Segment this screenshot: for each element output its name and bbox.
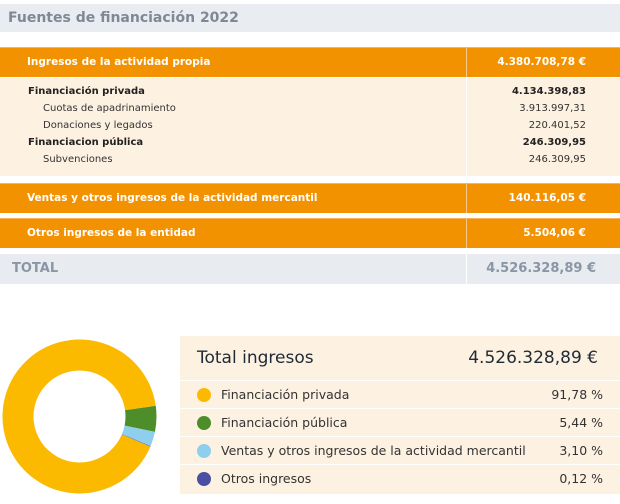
page-title: Fuentes de financiación 2022 bbox=[0, 4, 620, 32]
legend-item-other: Otros ingresos 0,12 % bbox=[180, 466, 620, 493]
sales-value: 140.116,05 € bbox=[508, 192, 586, 204]
legend-percent: 0,12 % bbox=[559, 471, 603, 486]
detail-value: 4.134.398,83 bbox=[511, 86, 586, 97]
column-divider bbox=[466, 48, 467, 77]
sales-label: Ventas y otros ingresos de la actividad … bbox=[27, 192, 318, 204]
legend-label: Financiación privada bbox=[221, 387, 350, 402]
legend-item-sales: Ventas y otros ingresos de la actividad … bbox=[180, 438, 620, 465]
other-income-row: Otros ingresos de la entidad 5.504,06 € bbox=[0, 218, 620, 248]
detail-row: Donaciones y legados 220.401,52 bbox=[0, 120, 620, 137]
donut-slice bbox=[121, 434, 151, 447]
legend-item-public: Financiación pública 5,44 % bbox=[180, 410, 620, 437]
column-divider bbox=[466, 219, 467, 248]
legend-label: Otros ingresos bbox=[221, 471, 312, 486]
column-divider bbox=[466, 78, 467, 176]
other-income-value: 5.504,06 € bbox=[523, 227, 586, 239]
legend-item-private: Financiación privada 91,78 % bbox=[180, 382, 620, 409]
detail-label: Financiacion pública bbox=[28, 137, 144, 148]
legend-label: Financiación pública bbox=[221, 415, 348, 430]
legend-percent: 5,44 % bbox=[559, 415, 603, 430]
detail-value: 246.309,95 bbox=[528, 154, 586, 165]
income-activity-value: 4.380.708,78 € bbox=[497, 56, 586, 68]
income-activity-row: Ingresos de la actividad propia 4.380.70… bbox=[0, 47, 620, 77]
total-label: TOTAL bbox=[12, 261, 59, 276]
detail-row: Subvenciones 246.309,95 bbox=[0, 154, 620, 171]
summary-total: 4.526.328,89 € bbox=[468, 348, 598, 368]
income-activity-label: Ingresos de la actividad propia bbox=[27, 56, 211, 68]
donut-slice bbox=[2, 339, 156, 494]
detail-label: Cuotas de apadrinamiento bbox=[43, 103, 176, 114]
other-income-label: Otros ingresos de la entidad bbox=[27, 227, 196, 239]
legend-label: Ventas y otros ingresos de la actividad … bbox=[221, 443, 526, 458]
column-divider bbox=[466, 254, 467, 284]
legend-swatch bbox=[197, 388, 211, 402]
legend-swatch bbox=[197, 444, 211, 458]
detail-label: Donaciones y legados bbox=[43, 120, 153, 131]
total-value: 4.526.328,89 € bbox=[486, 261, 596, 276]
total-row: TOTAL 4.526.328,89 € bbox=[0, 254, 620, 284]
detail-label: Financiación privada bbox=[28, 86, 145, 97]
legend-percent: 3,10 % bbox=[559, 443, 603, 458]
legend-swatch bbox=[197, 472, 211, 486]
legend-percent: 91,78 % bbox=[551, 387, 603, 402]
summary-header: Total ingresos 4.526.328,89 € bbox=[180, 336, 620, 381]
donut-slice bbox=[124, 405, 157, 432]
detail-row: Financiacion pública 246.309,95 bbox=[0, 137, 620, 154]
detail-row: Financiación privada 4.134.398,83 bbox=[0, 86, 620, 103]
income-details: Financiación privada 4.134.398,83 Cuotas… bbox=[0, 78, 620, 176]
sales-row: Ventas y otros ingresos de la actividad … bbox=[0, 183, 620, 213]
detail-value: 220.401,52 bbox=[528, 120, 586, 131]
detail-value: 246.309,95 bbox=[522, 137, 586, 148]
income-donut-chart bbox=[2, 339, 157, 494]
donut-slice bbox=[121, 425, 155, 447]
detail-label: Subvenciones bbox=[43, 154, 113, 165]
detail-row: Cuotas de apadrinamiento 3.913.997,31 bbox=[0, 103, 620, 120]
summary-panel: Total ingresos 4.526.328,89 € Financiaci… bbox=[180, 336, 620, 494]
summary-title: Total ingresos bbox=[197, 348, 314, 368]
detail-value: 3.913.997,31 bbox=[519, 103, 586, 114]
legend-swatch bbox=[197, 416, 211, 430]
column-divider bbox=[466, 184, 467, 213]
